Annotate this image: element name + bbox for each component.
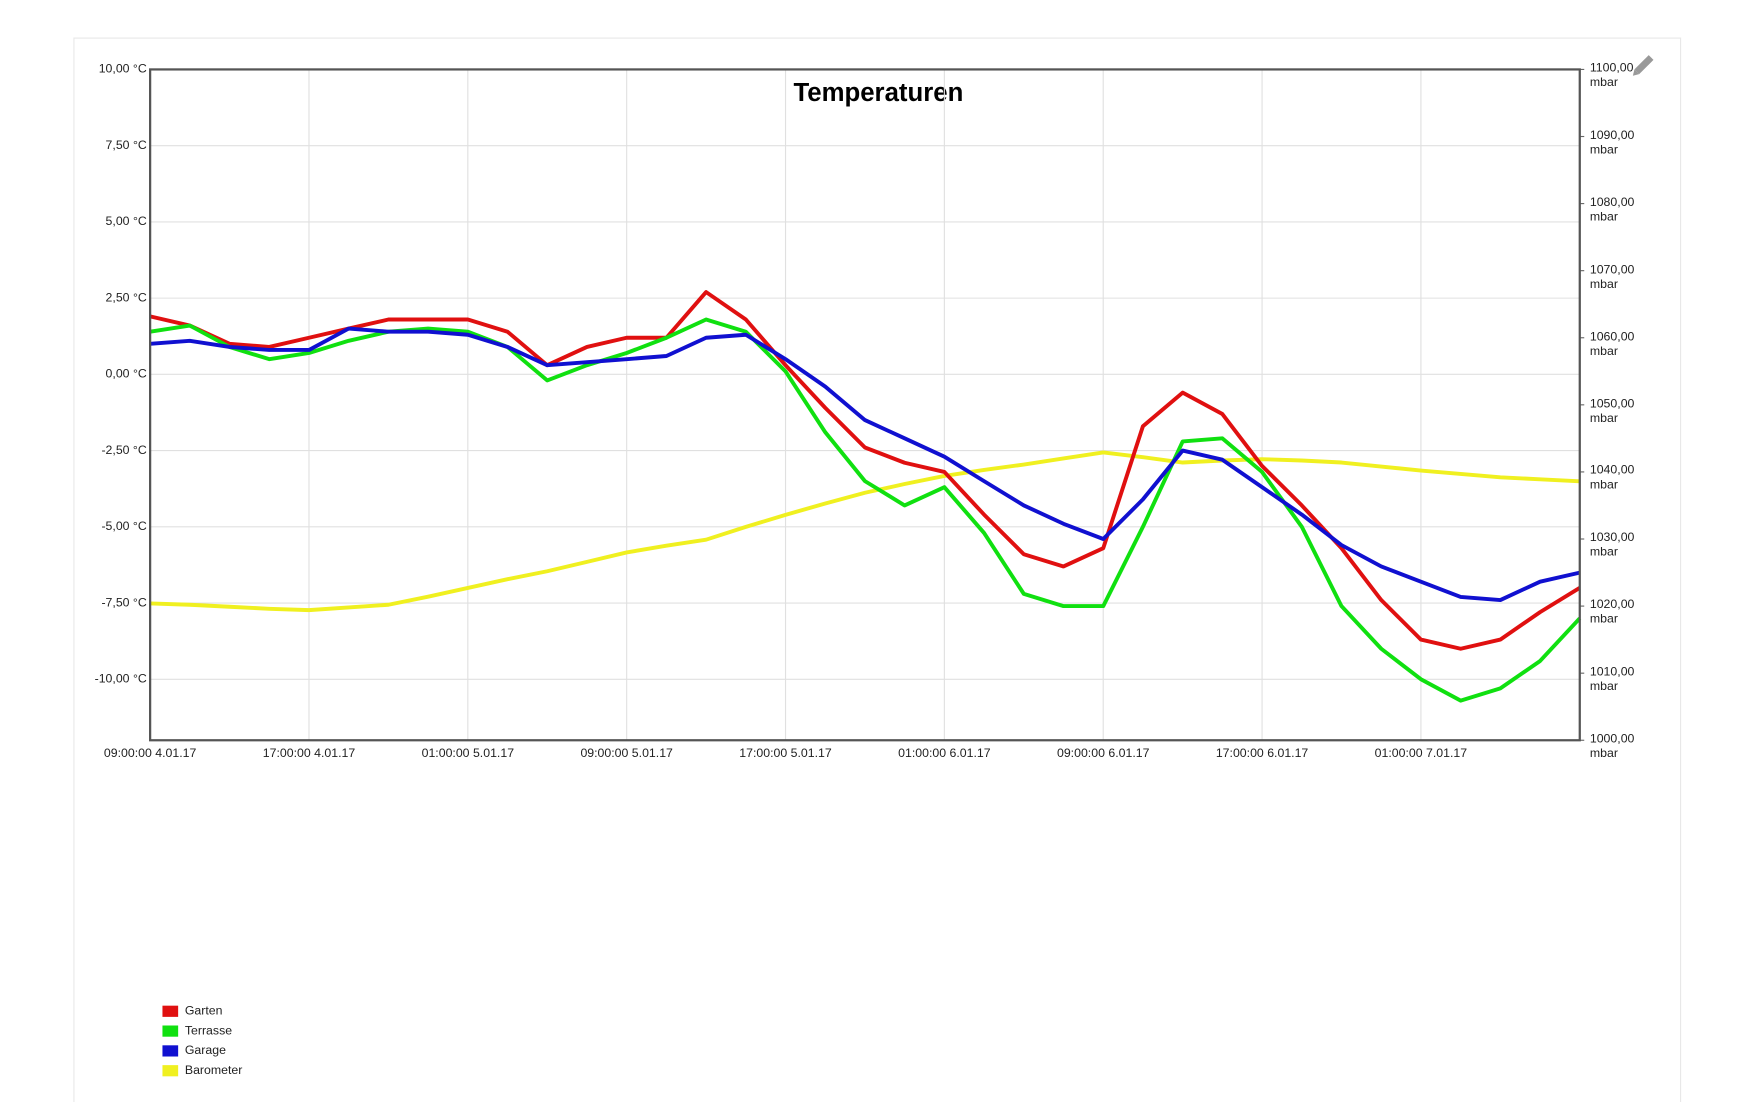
legend: Garten Terrasse Garage Barometer (162, 1004, 242, 1077)
y-tick-label: 5,00 °C (106, 214, 147, 228)
series-line (149, 326, 1581, 603)
series-line (150, 450, 1580, 613)
legend-swatch (162, 1045, 179, 1057)
panel-border (73, 37, 1682, 1102)
y-tick-label: 10,00 °C (99, 62, 147, 76)
y-tick-label: -7,50 °C (101, 595, 146, 609)
plot-border (149, 68, 1581, 742)
x-tick-label: 09:00:00 5.01.17 (580, 746, 673, 760)
x-tick-label: 17:00:00 6.01.17 (1216, 746, 1309, 760)
series-line (149, 290, 1581, 651)
y2-tick-label: 1030,00 mbar (1589, 531, 1635, 560)
y2-tick-label: 1080,00 mbar (1589, 195, 1635, 224)
x-tick-label: 01:00:00 7.01.17 (1375, 746, 1468, 760)
legend-label: Barometer (185, 1063, 242, 1077)
series-line (149, 317, 1582, 703)
y-tick-label: -2,50 °C (101, 443, 146, 457)
y2-tick-label: 1070,00 mbar (1589, 262, 1635, 291)
legend-swatch (162, 1005, 179, 1017)
y-tick-label: 0,00 °C (106, 367, 147, 381)
x-tick-label: 01:00:00 5.01.17 (422, 746, 515, 760)
x-tick-label: 17:00:00 5.01.17 (739, 746, 832, 760)
y-tick-label: 2,50 °C (106, 290, 147, 304)
pencil-body (1634, 55, 1654, 75)
y2-tick-label: 1060,00 mbar (1589, 329, 1635, 358)
x-tick-label: 01:00:00 6.01.17 (898, 746, 991, 760)
legend-swatch (162, 1025, 179, 1037)
y2-tick-label: 1090,00 mbar (1589, 128, 1635, 157)
y2-tick-label: 1000,00 mbar (1589, 732, 1635, 761)
y2-tick-label: 1040,00 mbar (1589, 464, 1635, 493)
grid (149, 68, 1580, 741)
legend-label: Garage (185, 1043, 226, 1057)
legend-label: Garten (185, 1004, 223, 1018)
edit-icon[interactable] (1630, 55, 1654, 78)
y2-tick-label: 1050,00 mbar (1589, 397, 1635, 426)
y-tick-label: -10,00 °C (95, 672, 147, 686)
legend-swatch (162, 1065, 179, 1077)
y-tick-label: 7,50 °C (106, 138, 147, 152)
x-tick-label: 17:00:00 4.01.17 (263, 746, 356, 760)
legend-label: Terrasse (185, 1023, 232, 1037)
y2-tick-label: 1020,00 mbar (1589, 598, 1635, 627)
y-tick-label: -5,00 °C (101, 519, 146, 533)
chart-title: Temperaturen (793, 79, 963, 107)
y2-tick-label: 1100,00 mbar (1589, 61, 1634, 90)
pencil-tip (1632, 69, 1640, 76)
y2-tick-label: 1010,00 mbar (1589, 665, 1635, 694)
x-tick-label: 09:00:00 4.01.17 (104, 746, 197, 760)
x-tick-label: 09:00:00 6.01.17 (1057, 746, 1150, 760)
